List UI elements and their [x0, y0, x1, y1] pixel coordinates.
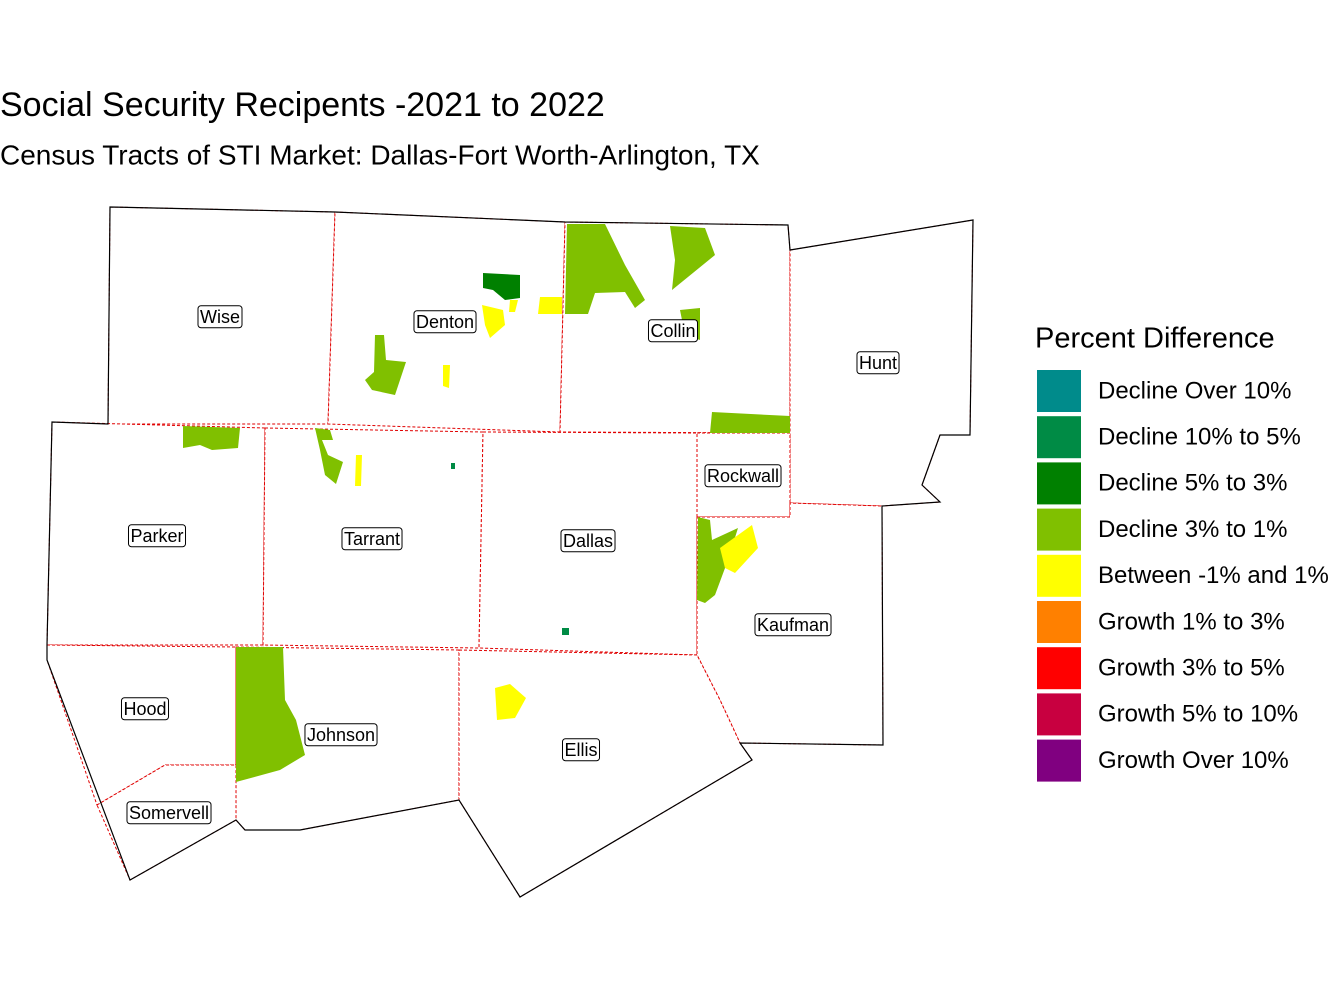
- tracts: [183, 224, 790, 782]
- legend-title: Percent Difference: [1035, 323, 1275, 355]
- tract: [483, 273, 520, 300]
- county-label: Collin: [647, 319, 699, 343]
- tract: [562, 628, 569, 635]
- label-box: [341, 527, 403, 551]
- tract: [710, 412, 790, 433]
- county-name: Dallas: [563, 531, 613, 551]
- county-label: Somervell: [126, 801, 212, 825]
- label-box: [561, 738, 601, 762]
- tract: [565, 224, 645, 314]
- tract: [355, 455, 362, 486]
- legend-swatch: [1037, 508, 1081, 551]
- tract: [670, 226, 715, 290]
- county-label: Rockwall: [704, 464, 782, 488]
- legend-label: Growth 3% to 5%: [1098, 655, 1285, 682]
- label-box: [413, 310, 477, 334]
- county-name: Hood: [123, 699, 166, 719]
- legend-label: Growth 5% to 10%: [1098, 701, 1298, 728]
- county-name: Collin: [650, 321, 695, 341]
- legend-swatch: [1037, 601, 1081, 643]
- tract: [451, 463, 455, 469]
- county-label: Tarrant: [341, 527, 403, 551]
- county-label: Wise: [197, 305, 243, 329]
- county-name: Kaufman: [757, 615, 829, 635]
- county-name: Hunt: [859, 353, 897, 373]
- label-box: [197, 305, 243, 329]
- county-name: Denton: [416, 312, 474, 332]
- legend-swatch: [1037, 647, 1081, 690]
- legend-label: Decline Over 10%: [1098, 377, 1291, 404]
- legend: Decline Over 10% Decline 10% to 5% Decline…: [1037, 370, 1329, 782]
- legend-swatch: [1037, 416, 1081, 459]
- county-name: Tarrant: [344, 529, 400, 549]
- tract: [236, 647, 305, 782]
- county-label: Parker: [127, 524, 187, 548]
- legend-swatch: [1037, 462, 1081, 505]
- legend-label: Between -1% and 1%: [1098, 562, 1329, 589]
- county-name: Johnson: [307, 725, 375, 745]
- counties: [46, 206, 974, 898]
- legend-swatch: [1037, 370, 1081, 412]
- tract: [538, 297, 562, 314]
- county-label: Kaufman: [754, 613, 832, 637]
- legend-label: Growth 1% to 3%: [1098, 608, 1285, 635]
- county-name: Rockwall: [707, 466, 779, 486]
- label-box: [647, 319, 699, 343]
- label-box: [856, 351, 900, 375]
- tract: [697, 517, 738, 603]
- legend-label: Decline 10% to 5%: [1098, 424, 1301, 451]
- county-label: Johnson: [304, 723, 378, 747]
- tract: [443, 365, 450, 388]
- label-box: [704, 464, 782, 488]
- tract: [183, 426, 240, 450]
- county-name: Parker: [130, 526, 183, 546]
- legend-label: Decline 3% to 1%: [1098, 516, 1287, 543]
- county-label: Dallas: [560, 529, 616, 553]
- tract: [495, 684, 526, 720]
- label-box: [127, 524, 187, 548]
- label-box: [560, 529, 616, 553]
- tract: [315, 428, 343, 484]
- legend-label: Growth Over 10%: [1098, 747, 1289, 774]
- subtitle: Census Tracts of STI Market: Dallas-Fort…: [0, 139, 760, 170]
- tract: [365, 335, 406, 395]
- tract: [509, 300, 518, 312]
- label-box: [120, 697, 170, 721]
- county-name: Somervell: [129, 803, 209, 823]
- county-label: Hunt: [856, 351, 900, 375]
- label-box: [304, 723, 378, 747]
- market-outline: [46, 206, 974, 898]
- tract: [720, 525, 758, 573]
- county-label: Denton: [413, 310, 477, 334]
- legend-swatch: [1037, 693, 1081, 736]
- county-name: Wise: [200, 307, 240, 327]
- legend-swatch: [1037, 739, 1081, 782]
- title: Social Security Recipents -2021 to 2022: [0, 86, 605, 124]
- label-box: [754, 613, 832, 637]
- county-labels: Wise Denton Collin Hunt Parker Tarrant Dallas R…: [120, 305, 900, 825]
- legend-swatch: [1037, 554, 1081, 597]
- county-label: Ellis: [561, 738, 601, 762]
- county-label: Hood: [120, 697, 170, 721]
- label-box: [126, 801, 212, 825]
- tract: [482, 305, 505, 338]
- county-name: Ellis: [564, 740, 597, 760]
- legend-label: Decline 5% to 3%: [1098, 470, 1287, 497]
